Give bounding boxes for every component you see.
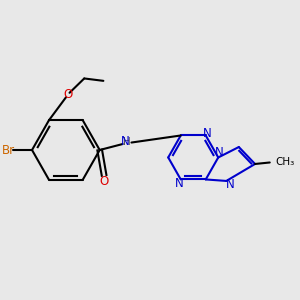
Text: N: N — [175, 176, 184, 190]
Text: N: N — [215, 146, 224, 159]
Text: N: N — [226, 178, 234, 191]
Text: N: N — [121, 135, 130, 148]
Text: N: N — [203, 127, 212, 140]
Text: Br: Br — [2, 143, 15, 157]
Text: CH₃: CH₃ — [276, 158, 295, 167]
Text: O: O — [63, 88, 73, 101]
Text: H: H — [124, 136, 131, 147]
Text: O: O — [100, 176, 109, 188]
